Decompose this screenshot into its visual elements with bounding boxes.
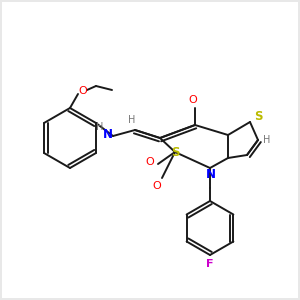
Text: S: S [254, 110, 262, 124]
Text: O: O [189, 95, 197, 105]
Text: O: O [153, 181, 161, 191]
Text: F: F [206, 259, 214, 269]
Text: H: H [128, 115, 136, 125]
Text: O: O [79, 86, 87, 96]
Text: N: N [103, 128, 113, 140]
Text: S: S [171, 146, 179, 158]
Text: H: H [263, 135, 271, 145]
Text: O: O [146, 157, 154, 167]
Text: N: N [206, 169, 216, 182]
Text: H: H [96, 122, 104, 132]
FancyBboxPatch shape [2, 2, 298, 298]
